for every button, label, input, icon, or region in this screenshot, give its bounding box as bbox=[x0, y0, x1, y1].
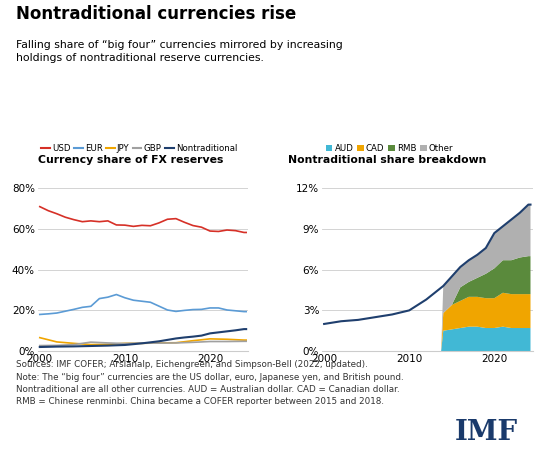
Text: IMF: IMF bbox=[455, 419, 518, 446]
Legend: AUD, CAD, RMB, Other: AUD, CAD, RMB, Other bbox=[322, 140, 457, 156]
Text: Nontraditional share breakdown: Nontraditional share breakdown bbox=[288, 155, 486, 165]
Legend: USD, EUR, JPY, GBP, Nontraditional: USD, EUR, JPY, GBP, Nontraditional bbox=[38, 140, 240, 156]
Text: Currency share of FX reserves: Currency share of FX reserves bbox=[38, 155, 223, 165]
Text: Falling share of “big four” currencies mirrored by increasing
holdings of nontra: Falling share of “big four” currencies m… bbox=[16, 40, 343, 63]
Text: Sources: IMF COFER; Arslanalp, Eichengreen, and Simpson-Bell (2022, updated).
No: Sources: IMF COFER; Arslanalp, Eichengre… bbox=[16, 360, 404, 406]
Text: Nontraditional currencies rise: Nontraditional currencies rise bbox=[16, 5, 296, 23]
